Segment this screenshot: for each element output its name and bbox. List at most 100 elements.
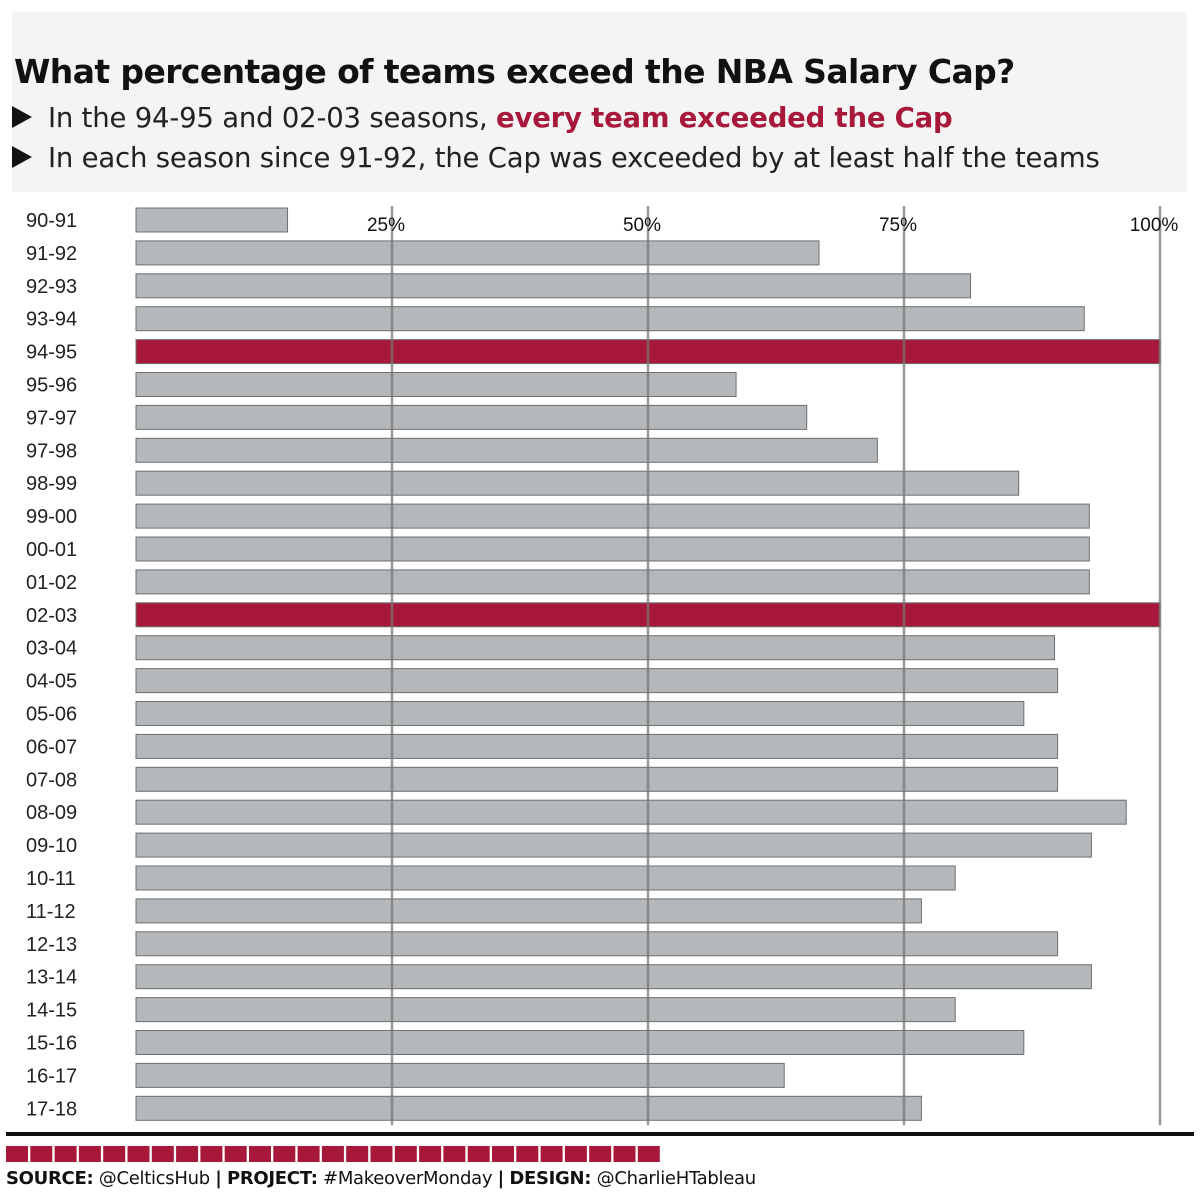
footer-square	[540, 1146, 563, 1162]
bullet-1-text: In the 94-95 and 02-03 seasons,	[48, 102, 497, 134]
bar-17-18	[135, 1095, 922, 1121]
bar-97-98	[135, 437, 878, 463]
footer-square	[492, 1146, 514, 1162]
category-label-92-93: 92-93	[26, 276, 77, 298]
bar-16-17	[135, 1062, 785, 1088]
bar-99-00	[135, 503, 1090, 529]
bar-00-01	[135, 536, 1090, 562]
tick-label-25: 25%	[367, 215, 405, 236]
footer-square	[394, 1146, 417, 1162]
source-value: @CelticsHub	[98, 1168, 210, 1189]
play-triangle-icon	[12, 102, 34, 134]
footer-square	[637, 1146, 660, 1162]
bar-10-11	[135, 865, 956, 891]
separator: |	[497, 1168, 505, 1189]
bar-04-05	[135, 668, 1059, 694]
footer-square	[297, 1146, 320, 1162]
bar-92-93	[135, 273, 972, 299]
bar-03-04	[135, 635, 1056, 661]
footer-credits: SOURCE: @CelticsHub | PROJECT: #Makeover…	[6, 1168, 756, 1189]
category-label-97-97: 97-97	[26, 407, 77, 429]
footer-square	[30, 1146, 53, 1162]
category-label-01-02: 01-02	[26, 572, 77, 594]
bar-chart: 90-91 91-92 92-93 93-94 94-95 95-96 97-97 97-98…	[0, 195, 1200, 1130]
category-label-10-11: 10-11	[26, 868, 76, 890]
footer-square	[103, 1146, 126, 1162]
bar-01-02	[135, 569, 1090, 595]
bar-91-92	[135, 240, 820, 266]
chart-title: What percentage of teams exceed the NBA …	[14, 52, 1015, 91]
category-label-93-94: 93-94	[26, 309, 77, 331]
footer-square	[370, 1146, 393, 1162]
bar-14-15	[135, 997, 956, 1023]
bullet-line-1: In the 94-95 and 02-03 seasons, every te…	[12, 102, 953, 134]
category-label-13-14: 13-14	[26, 967, 77, 989]
category-label-06-07: 06-07	[26, 736, 77, 758]
bar-90-91	[135, 207, 289, 233]
separator: |	[215, 1168, 222, 1189]
category-label-17-18: 17-18	[26, 1098, 77, 1120]
project-label: PROJECT:	[226, 1168, 318, 1189]
category-label-98-99: 98-99	[26, 473, 77, 495]
bar-chart-svg: 90-91 91-92 92-93 93-94 94-95 95-96 97-97 97-98…	[26, 206, 1179, 1126]
category-label-02-03: 02-03	[26, 605, 77, 627]
category-label-07-08: 07-08	[26, 769, 77, 791]
category-label-09-10: 09-10	[26, 835, 77, 857]
tick-label-100: 100%	[1130, 215, 1179, 236]
footer-square	[613, 1146, 636, 1162]
category-label-05-06: 05-06	[26, 704, 77, 726]
bullet-2-text: In each season since 91-92, the Cap was …	[48, 142, 1100, 174]
bar-07-08	[135, 766, 1059, 792]
footer-square	[589, 1146, 612, 1162]
header-panel: What percentage of teams exceed the NBA …	[12, 12, 1187, 192]
category-label-97-98: 97-98	[26, 440, 77, 462]
category-label-16-17: 16-17	[26, 1065, 77, 1087]
footer-square	[54, 1146, 77, 1162]
footer-square	[127, 1146, 150, 1162]
bullet-line-2: In each season since 91-92, the Cap was …	[12, 142, 1100, 174]
bar-93-94	[135, 306, 1085, 332]
bar-08-09	[135, 799, 1127, 825]
source-label: SOURCE:	[6, 1168, 94, 1189]
footer-square	[321, 1146, 344, 1162]
footer-square	[273, 1146, 296, 1162]
design-label: DESIGN:	[509, 1168, 592, 1189]
footer-square	[176, 1146, 199, 1162]
category-label-14-15: 14-15	[26, 1000, 77, 1022]
category-label-11-12: 11-12	[26, 901, 76, 923]
category-label-08-09: 08-09	[26, 802, 77, 824]
project-value: #MakeoverMonday	[323, 1168, 493, 1189]
bar-06-07	[135, 733, 1059, 759]
bar-12-13	[135, 931, 1059, 957]
bullet-1-highlight: every team exceeded the Cap	[496, 102, 953, 134]
footer-square	[249, 1146, 271, 1162]
bar-09-10	[135, 832, 1092, 858]
category-label-91-92: 91-92	[26, 243, 77, 265]
category-label-94-95: 94-95	[26, 342, 77, 364]
tick-label-50: 50%	[623, 215, 661, 236]
bar-11-12	[135, 898, 922, 924]
footer-square	[443, 1146, 466, 1162]
category-label-99-00: 99-00	[26, 506, 77, 528]
footer-square	[6, 1146, 28, 1162]
category-label-00-01: 00-01	[26, 539, 77, 561]
category-label-04-05: 04-05	[26, 671, 77, 693]
category-label-90-91: 90-91	[26, 210, 77, 232]
footer-divider	[6, 1132, 1194, 1136]
bar-05-06	[135, 701, 1025, 726]
category-label-12-13: 12-13	[26, 934, 77, 956]
footer-square	[516, 1146, 539, 1162]
footer-square	[419, 1146, 442, 1162]
footer-square	[151, 1146, 174, 1162]
footer-square	[467, 1146, 490, 1162]
category-label-03-04: 03-04	[26, 638, 77, 660]
footer-square	[224, 1146, 247, 1162]
tick-label-75: 75%	[879, 215, 917, 236]
bar-97-97	[135, 404, 808, 430]
footer-square	[200, 1146, 223, 1162]
bar-95-96	[135, 372, 737, 397]
category-label-95-96: 95-96	[26, 375, 77, 397]
category-label-15-16: 15-16	[26, 1033, 77, 1055]
play-triangle-icon	[12, 142, 34, 174]
footer-square	[78, 1146, 101, 1162]
